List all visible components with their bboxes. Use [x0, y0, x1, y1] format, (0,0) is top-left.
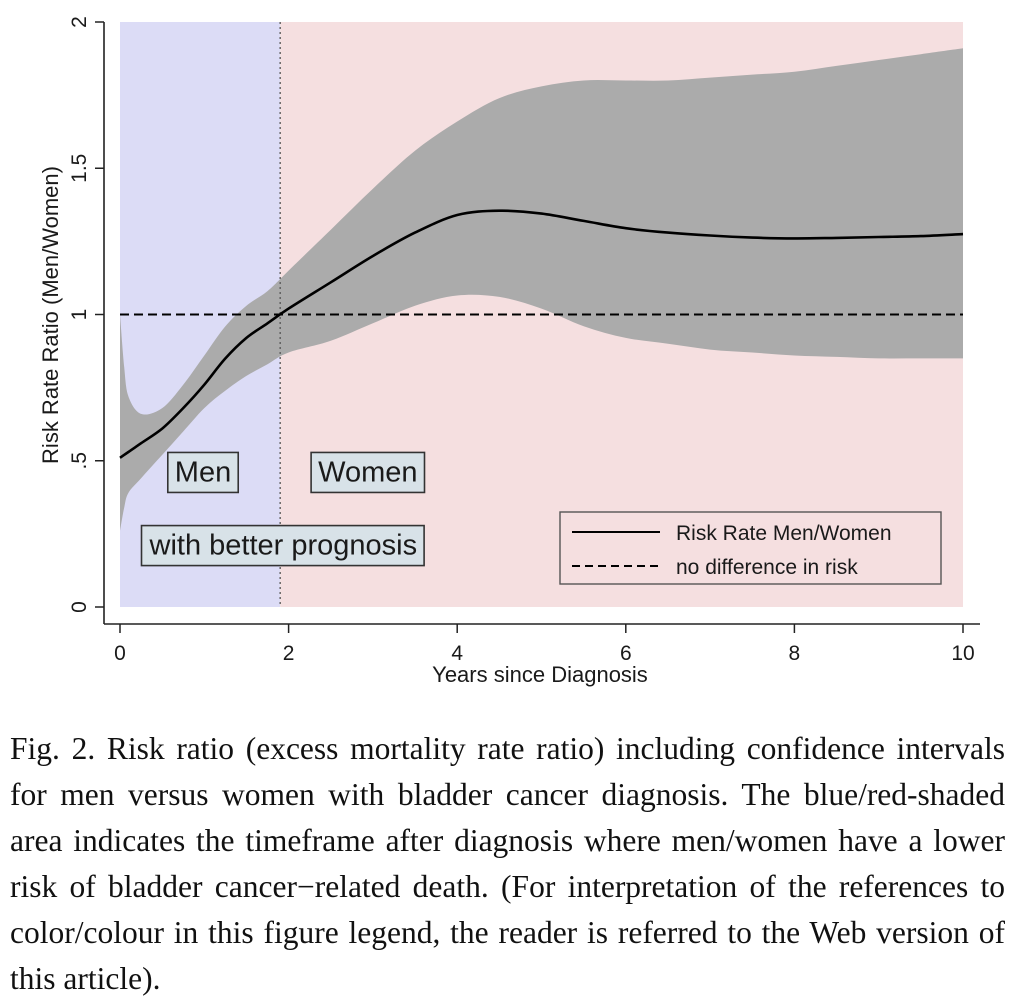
- y-tick-label: .5: [68, 452, 91, 470]
- x-tick-label: 2: [283, 642, 295, 665]
- y-tick-label: 1.5: [68, 154, 91, 183]
- x-axis-title: Years since Diagnosis: [432, 662, 648, 687]
- x-tick-label: 10: [951, 642, 974, 665]
- y-tick-label: 2: [68, 16, 91, 28]
- x-ticks: 0 2 4 6 8 10: [114, 624, 975, 665]
- annotation-box: [166, 451, 240, 494]
- annotation-text: Women: [318, 456, 417, 488]
- figure-caption: Fig. 2. Risk ratio (excess mortality rat…: [10, 731, 1005, 996]
- y-tick-label: 0: [68, 601, 91, 613]
- confidence-band: [120, 48, 963, 532]
- series-line-0: [119, 209, 964, 459]
- y-axis-title: Risk Rate Ratio (Men/Women): [38, 166, 63, 464]
- x-tick-label: 6: [620, 642, 632, 665]
- annotation-text: Men: [175, 456, 231, 488]
- annotation-box: [310, 451, 426, 494]
- x-tick-label: 8: [789, 642, 801, 665]
- y-tick-label: 1: [68, 309, 91, 321]
- annotation-text: with better prognosis: [149, 530, 418, 562]
- annotation-0: Men: [166, 451, 240, 494]
- annotations: Men Women with better prognosis: [140, 451, 426, 567]
- legend-entry-0: Risk Rate Men/Women: [676, 522, 892, 545]
- legend-entry-1: no difference in risk: [676, 556, 858, 579]
- y-ticks: 0 .5 1 1.5 2: [68, 16, 104, 613]
- annotation-2: with better prognosis: [140, 524, 425, 567]
- series-lines: [119, 209, 964, 459]
- risk-ratio-chart: 0 2 4 6 8 10 0 .5 1 1.5 2 Years since Diagnosis R…: [38, 16, 980, 687]
- annotation-box: [140, 524, 425, 567]
- x-tick-label: 4: [451, 642, 463, 665]
- axes: 0 2 4 6 8 10 0 .5 1 1.5 2 Years since Diagnosis R…: [38, 16, 980, 687]
- legend: Risk Rate Men/Women no difference in ris…: [559, 511, 942, 585]
- annotation-1: Women: [310, 451, 426, 494]
- legend-box: [559, 511, 942, 585]
- x-tick-label: 0: [114, 642, 126, 665]
